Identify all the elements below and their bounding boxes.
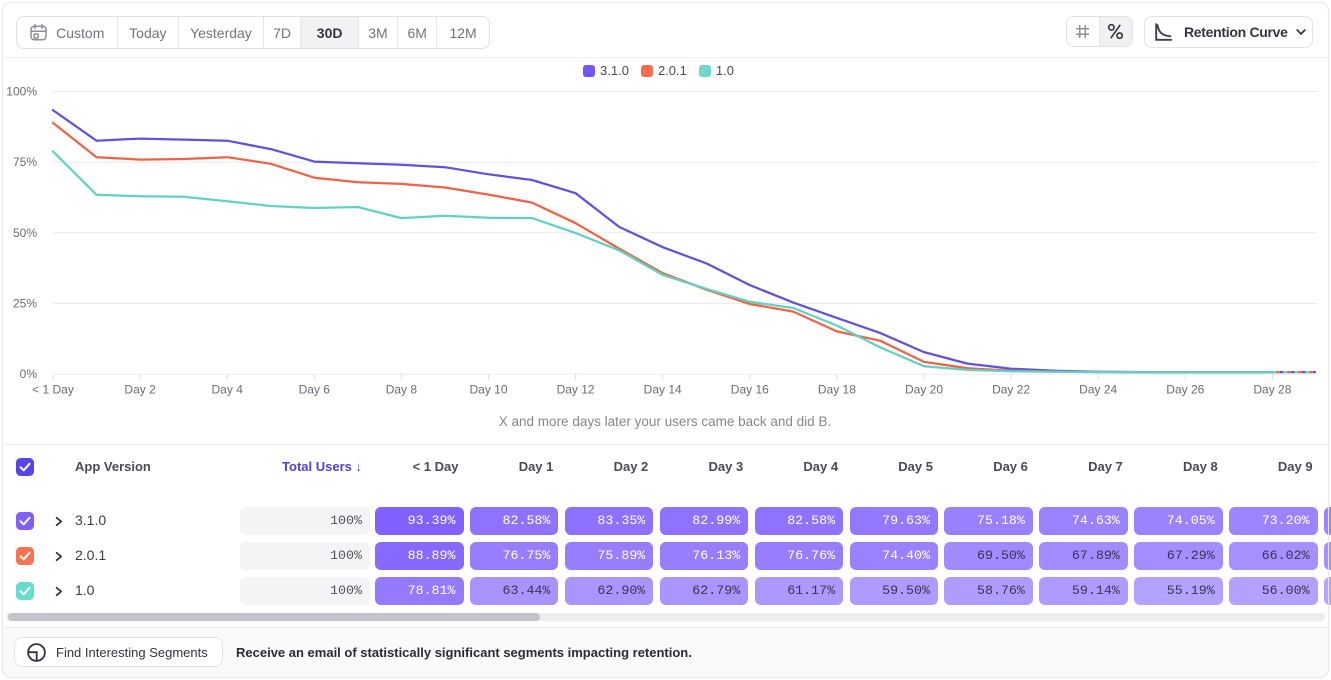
svg-text:Day 10: Day 10 [469,383,507,397]
svg-text:50%: 50% [13,226,37,240]
svg-text:Day 2: Day 2 [124,383,156,397]
svg-text:75%: 75% [13,155,37,169]
svg-text:Day 28: Day 28 [1253,383,1291,397]
svg-text:Day 18: Day 18 [818,383,856,397]
svg-text:0%: 0% [20,367,38,381]
svg-text:25%: 25% [13,297,37,311]
svg-text:Day 14: Day 14 [644,383,682,397]
svg-text:Day 4: Day 4 [212,383,244,397]
svg-text:Day 16: Day 16 [731,383,769,397]
svg-text:100%: 100% [6,85,37,99]
svg-text:Day 8: Day 8 [386,383,418,397]
svg-text:Day 24: Day 24 [1079,383,1117,397]
svg-text:Day 26: Day 26 [1166,383,1204,397]
svg-text:Day 22: Day 22 [992,383,1030,397]
svg-text:Day 6: Day 6 [299,383,331,397]
svg-text:Day 20: Day 20 [905,383,943,397]
svg-text:< 1 Day: < 1 Day [32,383,74,397]
svg-text:Day 12: Day 12 [557,383,595,397]
svg-text:X and more days later your use: X and more days later your users came ba… [499,414,831,429]
